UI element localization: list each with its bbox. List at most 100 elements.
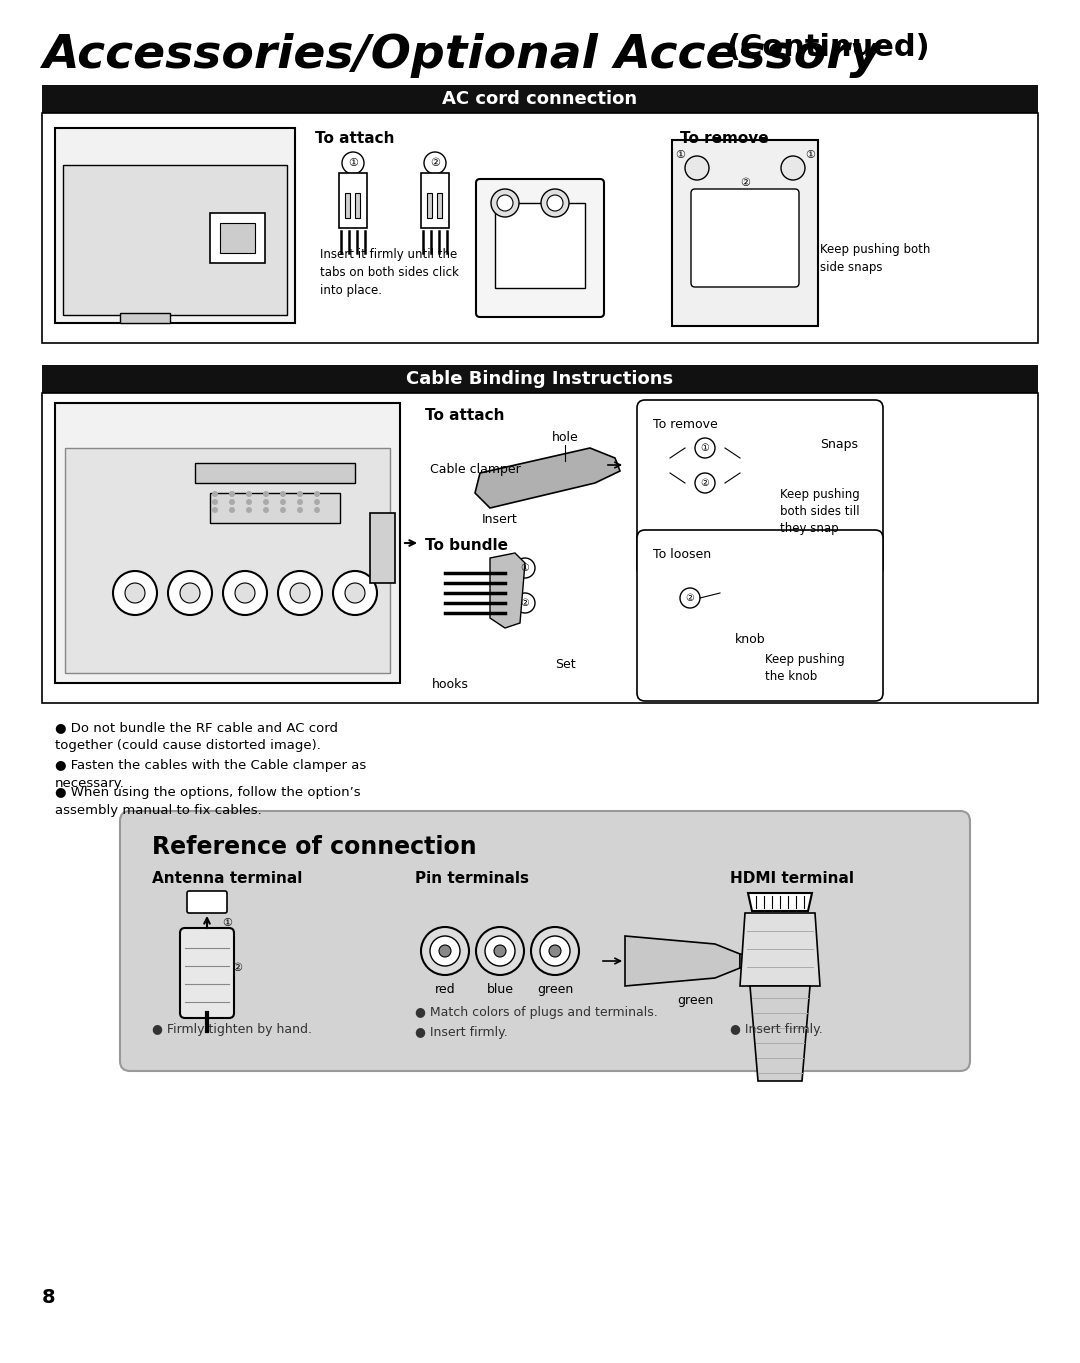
Circle shape — [229, 499, 235, 506]
Circle shape — [264, 499, 269, 506]
Circle shape — [345, 583, 365, 602]
Circle shape — [212, 507, 218, 512]
Text: Cable Binding Instructions: Cable Binding Instructions — [406, 369, 674, 388]
Circle shape — [430, 936, 460, 966]
Circle shape — [297, 507, 303, 512]
Text: ②: ② — [701, 478, 710, 488]
FancyBboxPatch shape — [42, 365, 1038, 393]
FancyBboxPatch shape — [345, 194, 350, 218]
Text: ①: ① — [222, 919, 232, 928]
Circle shape — [246, 507, 252, 512]
FancyBboxPatch shape — [42, 85, 1038, 113]
FancyBboxPatch shape — [120, 811, 970, 1071]
FancyBboxPatch shape — [195, 463, 355, 483]
Circle shape — [494, 945, 507, 957]
Circle shape — [497, 195, 513, 211]
Text: ①: ① — [701, 443, 710, 453]
Circle shape — [333, 571, 377, 615]
FancyBboxPatch shape — [339, 173, 367, 228]
Text: ②: ② — [686, 593, 694, 602]
Text: Reference of connection: Reference of connection — [152, 836, 476, 859]
Circle shape — [235, 583, 255, 602]
Text: Antenna terminal: Antenna terminal — [152, 871, 302, 886]
Circle shape — [264, 491, 269, 497]
Text: To loosen: To loosen — [653, 548, 711, 562]
Circle shape — [229, 491, 235, 497]
Circle shape — [314, 499, 320, 506]
FancyBboxPatch shape — [437, 194, 442, 218]
FancyBboxPatch shape — [65, 448, 390, 673]
Circle shape — [264, 507, 269, 512]
Text: ● Insert firmly.: ● Insert firmly. — [730, 1024, 823, 1036]
Text: ● Firmly tighten by hand.: ● Firmly tighten by hand. — [152, 1024, 312, 1036]
Circle shape — [476, 927, 524, 975]
Text: ①: ① — [675, 150, 685, 159]
Circle shape — [280, 507, 286, 512]
Text: HDMI terminal: HDMI terminal — [730, 871, 854, 886]
FancyBboxPatch shape — [120, 313, 170, 323]
FancyBboxPatch shape — [180, 928, 234, 1018]
Circle shape — [212, 491, 218, 497]
FancyBboxPatch shape — [187, 891, 227, 913]
FancyBboxPatch shape — [55, 128, 295, 323]
Circle shape — [438, 945, 451, 957]
Circle shape — [291, 583, 310, 602]
FancyBboxPatch shape — [427, 194, 432, 218]
Text: AC cord connection: AC cord connection — [443, 90, 637, 108]
FancyBboxPatch shape — [495, 203, 585, 288]
Text: ②: ② — [740, 179, 750, 188]
Text: ● Insert firmly.: ● Insert firmly. — [415, 1026, 508, 1039]
Polygon shape — [490, 553, 525, 628]
Circle shape — [246, 491, 252, 497]
Text: To remove: To remove — [680, 131, 769, 146]
Text: Pin terminals: Pin terminals — [415, 871, 529, 886]
FancyBboxPatch shape — [63, 165, 287, 315]
Text: Keep pushing
the knob: Keep pushing the knob — [765, 653, 845, 683]
Text: Keep pushing
both sides till
they snap: Keep pushing both sides till they snap — [780, 488, 860, 536]
Circle shape — [685, 155, 708, 180]
FancyBboxPatch shape — [421, 173, 449, 228]
Text: Insert: Insert — [482, 512, 518, 526]
Circle shape — [549, 945, 561, 957]
Text: (Continued): (Continued) — [726, 33, 930, 61]
Circle shape — [314, 491, 320, 497]
Circle shape — [168, 571, 212, 615]
Text: hooks: hooks — [432, 677, 469, 691]
Circle shape — [314, 507, 320, 512]
Circle shape — [421, 927, 469, 975]
FancyBboxPatch shape — [637, 530, 883, 701]
FancyBboxPatch shape — [55, 403, 400, 683]
Text: To attach: To attach — [426, 408, 504, 423]
FancyBboxPatch shape — [210, 493, 340, 523]
Text: To remove: To remove — [653, 418, 718, 431]
FancyBboxPatch shape — [210, 213, 265, 263]
Text: ②: ② — [430, 158, 440, 168]
Polygon shape — [750, 985, 810, 1081]
Circle shape — [222, 571, 267, 615]
Text: Cable clamper: Cable clamper — [430, 463, 521, 476]
Circle shape — [546, 195, 563, 211]
Text: To attach: To attach — [315, 131, 394, 146]
Text: ②: ② — [232, 964, 242, 973]
Text: green: green — [677, 994, 713, 1007]
Text: ①: ① — [805, 150, 815, 159]
Polygon shape — [625, 936, 740, 985]
Text: ● Match colors of plugs and terminals.: ● Match colors of plugs and terminals. — [415, 1006, 658, 1020]
Text: blue: blue — [486, 983, 513, 996]
Circle shape — [485, 936, 515, 966]
Text: red: red — [434, 983, 456, 996]
FancyBboxPatch shape — [637, 399, 883, 577]
Circle shape — [297, 491, 303, 497]
FancyBboxPatch shape — [370, 512, 395, 583]
Polygon shape — [740, 913, 820, 985]
Circle shape — [180, 583, 200, 602]
Text: Insert it firmly until the
tabs on both sides click
into place.: Insert it firmly until the tabs on both … — [320, 248, 459, 297]
Text: To bundle: To bundle — [426, 538, 508, 553]
Circle shape — [113, 571, 157, 615]
Text: 8: 8 — [42, 1288, 56, 1307]
Circle shape — [125, 583, 145, 602]
Circle shape — [540, 936, 570, 966]
Polygon shape — [748, 893, 812, 910]
Circle shape — [280, 499, 286, 506]
FancyBboxPatch shape — [691, 189, 799, 288]
